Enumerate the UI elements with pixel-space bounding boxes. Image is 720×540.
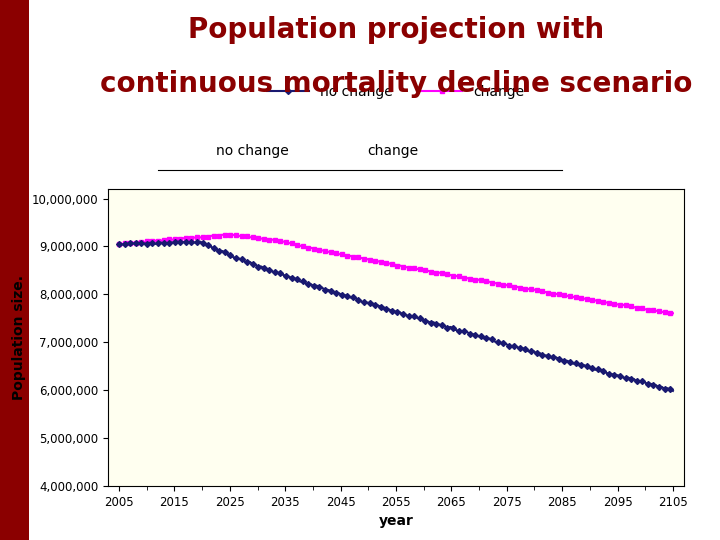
Line: change: change: [117, 233, 675, 315]
no change: [624, 374, 633, 381]
Text: no change: no change: [216, 144, 289, 158]
X-axis label: year: year: [379, 514, 413, 528]
Legend: no change, change: no change, change: [267, 85, 525, 99]
Text: change: change: [367, 144, 418, 158]
no change: [644, 381, 652, 387]
no change: [114, 240, 123, 247]
Text: Population projection with: Population projection with: [188, 16, 604, 44]
change: [265, 237, 274, 243]
no change: [195, 238, 204, 245]
Line: no change: no change: [117, 239, 675, 393]
no change: [148, 240, 157, 246]
no change: [265, 267, 274, 274]
change: [666, 310, 675, 316]
change: [137, 239, 145, 245]
Text: continuous mortality decline scenario: continuous mortality decline scenario: [100, 70, 692, 98]
no change: [137, 240, 145, 247]
change: [669, 310, 678, 316]
change: [624, 302, 633, 309]
no change: [220, 249, 229, 255]
change: [114, 241, 123, 247]
change: [223, 231, 232, 238]
change: [217, 232, 226, 238]
no change: [669, 388, 678, 394]
Y-axis label: Population size.: Population size.: [12, 275, 26, 400]
change: [644, 306, 652, 313]
change: [148, 238, 157, 245]
